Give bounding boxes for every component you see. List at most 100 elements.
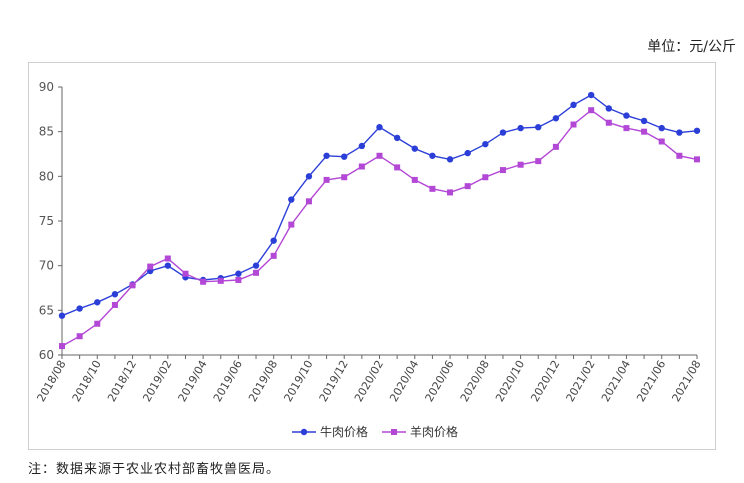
data-point [394, 164, 401, 171]
data-point [588, 107, 595, 114]
data-point [623, 112, 630, 119]
x-tick-label: 2020/08 [458, 358, 492, 404]
x-tick-label: 2020/06 [423, 358, 457, 404]
data-point [640, 117, 648, 125]
data-point [587, 91, 595, 99]
x-tick-label: 2019/12 [317, 358, 351, 404]
series-line [61, 109, 698, 347]
data-point [305, 173, 313, 180]
data-point [323, 152, 330, 159]
x-tick-label: 2019/04 [176, 358, 210, 404]
x-tick-label: 2021/04 [599, 358, 633, 404]
data-point [429, 152, 436, 159]
x-tick-label: 2020/04 [387, 358, 421, 404]
x-tick-label: 2019/08 [246, 358, 280, 404]
legend-label: 牛肉价格 [320, 424, 368, 439]
data-point [323, 176, 330, 183]
data-point [217, 277, 224, 284]
data-point [535, 124, 542, 131]
data-point [464, 149, 471, 157]
legend-marker [391, 429, 397, 435]
data-point [658, 138, 665, 145]
data-point [376, 152, 383, 159]
x-tick-label: 2018/10 [70, 358, 104, 404]
x-tick-label: 2019/10 [281, 358, 315, 404]
data-point [411, 145, 418, 152]
data-point [552, 143, 559, 150]
data-point [429, 185, 436, 192]
data-point [111, 291, 119, 298]
series-layer [58, 91, 701, 350]
data-point [641, 128, 648, 135]
data-point [605, 105, 613, 112]
data-point [129, 282, 136, 289]
data-point [482, 140, 489, 148]
legend-item: 羊肉价格 [382, 424, 458, 439]
data-point [623, 125, 630, 132]
data-point [499, 167, 506, 174]
data-point [288, 221, 295, 228]
chart-frame [28, 62, 716, 450]
legend-marker [300, 428, 308, 436]
data-point [499, 129, 507, 136]
y-tick-label: 70 [39, 259, 54, 273]
series-beef [58, 91, 701, 319]
source-note: 注：数据来源于农业农村部畜牧兽医局。 [28, 462, 281, 477]
data-point [200, 278, 207, 285]
data-point [694, 156, 700, 163]
x-tick-label: 2018/12 [105, 358, 139, 404]
data-point [535, 158, 542, 165]
legend-item: 牛肉价格 [292, 424, 368, 439]
data-point [446, 156, 454, 163]
data-point [235, 276, 242, 283]
data-point [147, 263, 154, 270]
y-tick-label: 75 [39, 214, 54, 228]
data-point [341, 174, 348, 181]
data-point [164, 262, 172, 269]
data-point [341, 153, 348, 160]
data-point [270, 252, 277, 259]
x-tick-label: 2019/02 [140, 358, 174, 404]
data-point [676, 129, 683, 136]
data-point [270, 237, 277, 244]
x-tick-label: 2020/10 [493, 358, 527, 404]
x-tick-label: 2021/08 [669, 358, 703, 404]
data-point [464, 183, 471, 190]
data-point [182, 270, 189, 277]
y-tick-label: 80 [39, 169, 54, 183]
data-point [164, 255, 171, 262]
data-point [658, 124, 665, 132]
x-tick-label: 2021/06 [634, 358, 668, 404]
y-tick-label: 60 [39, 348, 54, 362]
data-point [76, 305, 83, 312]
data-point [605, 119, 612, 126]
data-point [94, 320, 101, 327]
data-point [111, 301, 118, 308]
unit-label: 单位：元/公斤 [647, 39, 736, 55]
x-tick-label: 2019/06 [211, 358, 245, 404]
data-point [411, 176, 418, 183]
data-point [517, 161, 524, 168]
legend-label: 羊肉价格 [410, 424, 458, 439]
data-point [253, 269, 260, 276]
y-tick-label: 90 [39, 80, 54, 94]
data-point [58, 312, 66, 319]
data-point [288, 196, 295, 203]
x-tick-label: 2020/02 [352, 358, 386, 404]
data-point [570, 121, 577, 128]
data-point [235, 270, 242, 277]
data-point [693, 127, 701, 134]
x-tick-label: 2018/08 [34, 358, 68, 404]
data-point [305, 198, 312, 205]
data-point [59, 343, 65, 350]
series-mutton [59, 107, 700, 350]
data-point [358, 163, 365, 170]
data-point [447, 189, 454, 196]
y-tick-label: 65 [39, 303, 54, 317]
legend: 牛肉价格 羊肉价格 [292, 424, 458, 439]
data-point [552, 115, 560, 122]
data-point [482, 174, 489, 181]
data-point [376, 124, 383, 131]
